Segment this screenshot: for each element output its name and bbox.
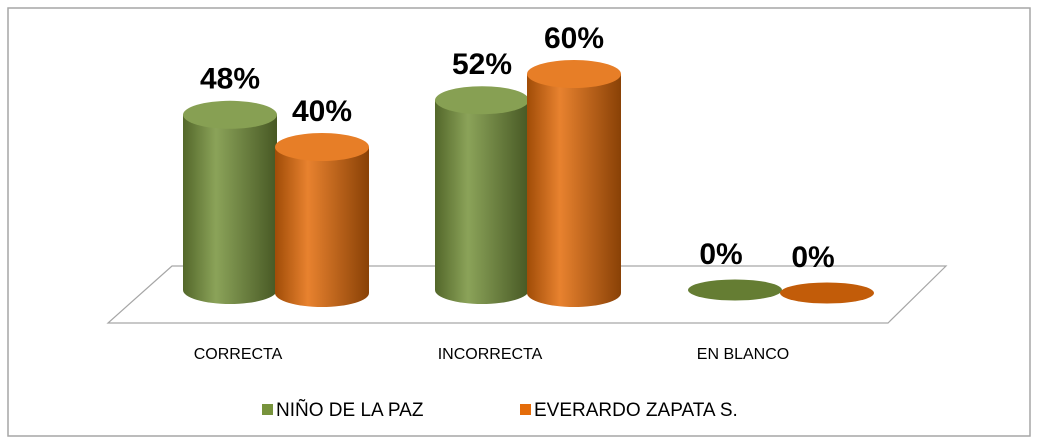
bar-top <box>780 282 874 304</box>
bar-body <box>183 114 277 304</box>
bar-top <box>688 279 782 301</box>
data-label: 60% <box>544 22 604 55</box>
bar-body <box>527 74 621 307</box>
bar-top <box>183 100 277 129</box>
data-label: 52% <box>452 48 512 81</box>
bar-top <box>275 133 369 161</box>
bar-body <box>275 147 369 307</box>
x-tick-label: CORRECTA <box>194 346 283 363</box>
legend-swatch <box>262 404 273 415</box>
bar-top <box>527 60 621 88</box>
legend-swatch <box>520 404 531 415</box>
x-tick-label: EN BLANCO <box>697 346 789 363</box>
bar-top <box>435 86 529 115</box>
bar-body <box>435 100 529 304</box>
data-label: 0% <box>699 238 742 271</box>
data-label: 40% <box>292 95 352 128</box>
x-tick-label: INCORRECTA <box>438 346 543 363</box>
data-label: 48% <box>200 63 260 96</box>
legend-label: EVERARDO ZAPATA S. <box>534 400 738 421</box>
data-label: 0% <box>791 241 834 274</box>
legend-label: NIÑO DE LA PAZ <box>276 399 424 421</box>
